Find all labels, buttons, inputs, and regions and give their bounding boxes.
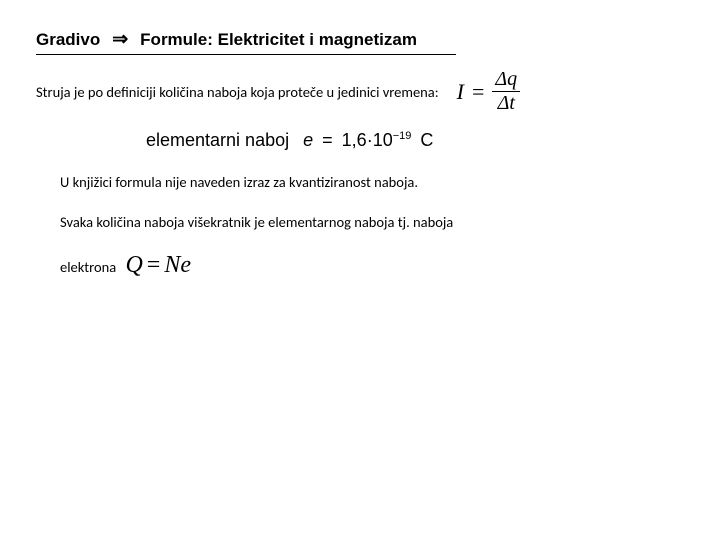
elementary-equation: e = 1,6·10−19 C xyxy=(303,130,433,151)
formula-fraction: Δq Δt xyxy=(492,69,520,114)
elementary-exponent: −19 xyxy=(393,130,412,142)
qne-q: Q xyxy=(125,252,142,278)
current-formula: I = Δq Δt xyxy=(457,69,521,114)
formula-denominator: Δt xyxy=(495,93,518,114)
arrow-icon: ⇒ xyxy=(110,28,130,51)
note-multiple: Svaka količina naboja višekratnik je ele… xyxy=(60,207,684,292)
formula-lhs: I xyxy=(457,79,464,105)
elementary-unit: C xyxy=(416,130,433,150)
title-right: Formule: Elektricitet i magnetizam xyxy=(140,30,417,50)
elementary-value: 1,6·10 xyxy=(342,130,393,150)
qne-rhs: Ne xyxy=(164,252,191,278)
charge-quantization-formula: Q=Ne xyxy=(125,252,191,278)
note2-line2: elektrona xyxy=(60,258,116,276)
elementary-label: elementarni naboj xyxy=(146,130,289,151)
note-quantization: U knjižici formula nije naveden izraz za… xyxy=(60,173,684,191)
slide-page: Gradivo ⇒ Formule: Elektricitet i magnet… xyxy=(0,0,720,292)
definition-text: Struja je po definiciji količina naboja … xyxy=(36,83,439,101)
elementary-charge-row: elementarni naboj e = 1,6·10−19 C xyxy=(146,130,684,151)
qne-eq: = xyxy=(143,252,165,278)
formula-eq: = xyxy=(472,79,484,105)
elementary-eq-sign: = xyxy=(318,130,337,150)
slide-title: Gradivo ⇒ Formule: Elektricitet i magnet… xyxy=(36,28,456,55)
formula-numerator: Δq xyxy=(492,69,520,90)
note2-line1: Svaka količina naboja višekratnik je ele… xyxy=(60,213,453,231)
elementary-symbol: e xyxy=(303,130,313,150)
title-left: Gradivo xyxy=(36,30,100,50)
definition-row: Struja je po definiciji količina naboja … xyxy=(36,69,684,114)
